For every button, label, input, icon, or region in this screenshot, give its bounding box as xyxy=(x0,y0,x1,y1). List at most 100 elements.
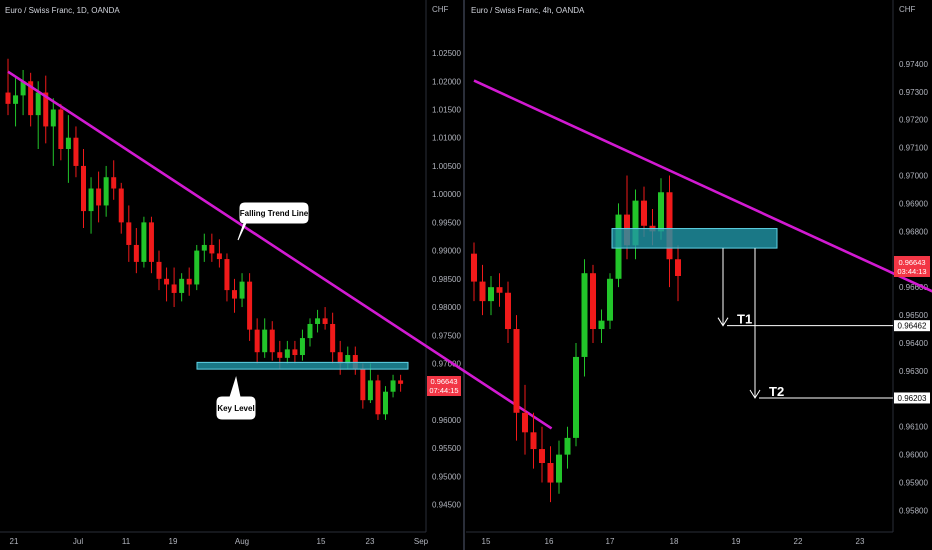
left-key-level-zone[interactable] xyxy=(196,361,409,370)
right-y-tick: 0.97300 xyxy=(899,88,928,97)
candle-body xyxy=(58,109,64,149)
candle-body xyxy=(367,380,373,401)
candle xyxy=(126,205,132,262)
candle xyxy=(292,340,298,364)
right-price-countdown: 03:44:13 xyxy=(897,267,926,276)
left-y-tick: 1.02000 xyxy=(432,77,461,86)
candle xyxy=(262,318,268,358)
right-y-tick: 0.97100 xyxy=(899,144,928,153)
candle-body xyxy=(126,222,132,245)
candle-body xyxy=(547,463,554,483)
candle-body xyxy=(81,165,86,212)
left-panel-background xyxy=(0,0,426,550)
candle xyxy=(322,307,328,330)
right-y-tick: 0.97000 xyxy=(899,172,928,181)
target-2-arrowhead xyxy=(749,389,761,399)
left-chart-title: Euro / Swiss Franc, 1D, OANDA xyxy=(5,6,120,15)
right-y-tick: 0.96400 xyxy=(899,339,928,348)
candle-body xyxy=(488,287,494,302)
left-y-tick: 1.01500 xyxy=(432,105,461,114)
left-x-tick: Jul xyxy=(73,537,83,546)
candle-body xyxy=(88,188,94,212)
candle-body xyxy=(179,278,185,293)
candle-body xyxy=(675,259,681,276)
target-2-price-value: 0.96203 xyxy=(898,394,927,403)
candle-body xyxy=(292,349,298,356)
left-price-value: 0.96643 xyxy=(430,377,457,386)
trend-line-callout: Falling Trend Line xyxy=(237,202,309,241)
key-level-callout-text: Key Level xyxy=(217,404,254,413)
candle-body xyxy=(141,222,147,262)
candle xyxy=(390,374,396,398)
right-x-tick: 15 xyxy=(482,537,491,546)
candle xyxy=(330,312,336,364)
candle-body xyxy=(186,278,192,285)
candle xyxy=(269,321,275,361)
candle-body xyxy=(269,329,275,353)
candle xyxy=(239,273,245,308)
candle xyxy=(547,446,554,503)
left-x-tick: 19 xyxy=(169,537,178,546)
candle-body xyxy=(20,81,26,96)
candle-body xyxy=(590,273,596,330)
left-y-tick: 0.95000 xyxy=(432,472,461,481)
left-price-countdown: 07:44:15 xyxy=(429,386,458,395)
candle xyxy=(573,342,579,447)
candle xyxy=(564,426,571,469)
candle-body xyxy=(315,318,321,324)
left-falling-trend-line[interactable] xyxy=(7,70,553,430)
left-x-tick: 23 xyxy=(366,537,375,546)
candle xyxy=(201,233,207,262)
key-level-callout: Key Level xyxy=(216,376,256,420)
candle xyxy=(247,273,253,341)
right-panel-background xyxy=(466,0,932,550)
candle xyxy=(675,245,681,302)
candle-body xyxy=(133,244,139,262)
candle xyxy=(590,264,596,343)
candle-body xyxy=(581,273,588,357)
candle-body xyxy=(103,177,109,206)
right-x-tick: 18 xyxy=(670,537,679,546)
target-2-price-box xyxy=(894,392,930,404)
right-y-tick: 0.96600 xyxy=(899,283,928,292)
candle xyxy=(539,426,545,483)
candle xyxy=(479,264,486,316)
candle xyxy=(88,177,94,234)
candle-body xyxy=(337,352,343,364)
candle xyxy=(598,309,605,343)
candle-body xyxy=(239,281,245,299)
right-key-level-zone[interactable] xyxy=(611,228,778,249)
right-currency-label: CHF xyxy=(899,5,916,14)
right-y-tick: 0.96500 xyxy=(899,311,928,320)
right-y-tick: 0.96100 xyxy=(899,423,928,432)
candle xyxy=(307,318,313,347)
candle-body xyxy=(65,137,71,149)
right-y-tick: 0.96800 xyxy=(899,227,928,236)
right-x-tick: 17 xyxy=(606,537,615,546)
candle-body xyxy=(330,323,336,353)
key-level-callout-bubble xyxy=(216,376,256,420)
candle xyxy=(186,267,192,296)
candle xyxy=(375,374,381,420)
candle xyxy=(254,318,260,364)
left-x-tick: 21 xyxy=(10,537,19,546)
left-y-tick: 0.99000 xyxy=(432,247,461,256)
left-x-tick: 15 xyxy=(317,537,326,546)
candle xyxy=(58,103,64,161)
candle-body xyxy=(13,95,19,104)
right-price-value: 0.96643 xyxy=(898,258,925,267)
candle-body xyxy=(224,259,230,291)
candle xyxy=(315,309,321,333)
candle xyxy=(471,242,477,302)
left-y-tick: 0.97500 xyxy=(432,331,461,340)
target-1-label: T1 xyxy=(737,312,752,327)
candle-body xyxy=(345,355,351,364)
left-y-tick: 0.98000 xyxy=(432,303,461,312)
candle-body xyxy=(641,200,647,226)
candle-body xyxy=(247,281,253,330)
candle xyxy=(65,115,71,183)
candle-body xyxy=(216,253,222,260)
candle xyxy=(73,126,79,178)
left-x-tick: 11 xyxy=(122,537,131,546)
